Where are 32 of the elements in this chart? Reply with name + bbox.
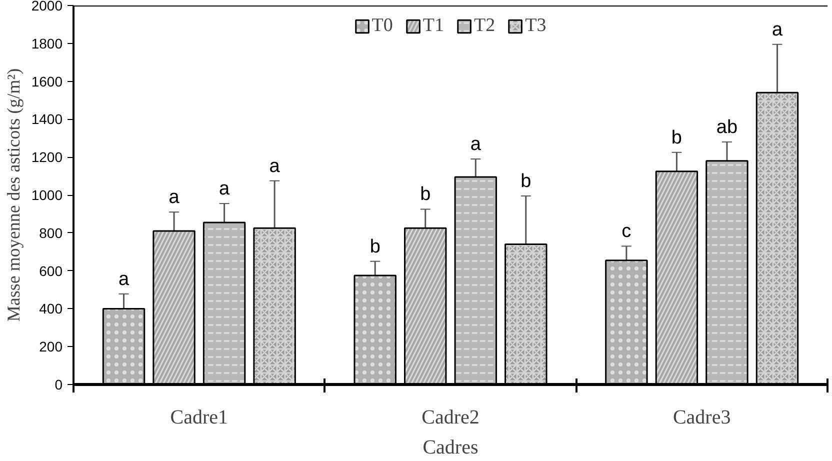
y-tick-label: 0 [54, 376, 63, 392]
data-label: b [520, 170, 532, 192]
data-label: b [370, 236, 380, 258]
legend-label: T0 [372, 15, 393, 37]
data-label: a [269, 156, 280, 177]
data-label: a [470, 134, 482, 155]
data-label: c [622, 221, 632, 242]
legend-label: T3 [525, 15, 546, 37]
legend-label: T2 [474, 15, 496, 37]
data-label: b [420, 184, 431, 206]
y-tick-label: 1200 [31, 149, 63, 166]
legend-label: T1 [422, 15, 444, 37]
x-tick-label: Cadre2 [422, 406, 480, 428]
x-axis-title: Cadres [422, 436, 478, 458]
data-label: a [772, 19, 783, 40]
y-tick-label: 400 [39, 300, 63, 317]
data-label: b [671, 127, 682, 148]
data-label: ab [716, 116, 738, 138]
x-tick-label: Cadre1 [170, 406, 228, 428]
y-axis-title: Masse moyenne des asticots (g/m²) [3, 68, 24, 322]
y-tick-label: 1000 [31, 187, 63, 203]
y-tick-label: 800 [39, 224, 63, 241]
data-label: a [219, 178, 230, 200]
y-tick-label: 1600 [31, 73, 63, 90]
x-tick-label: Cadre3 [672, 406, 731, 428]
data-label: a [118, 268, 130, 290]
y-tick-label: 1400 [31, 111, 63, 128]
data-label: a [168, 187, 180, 208]
y-tick-label: 2000 [31, 0, 63, 14]
y-tick-label: 200 [39, 338, 63, 355]
y-tick-label: 1800 [31, 35, 63, 52]
y-tick-label: 600 [39, 262, 63, 279]
